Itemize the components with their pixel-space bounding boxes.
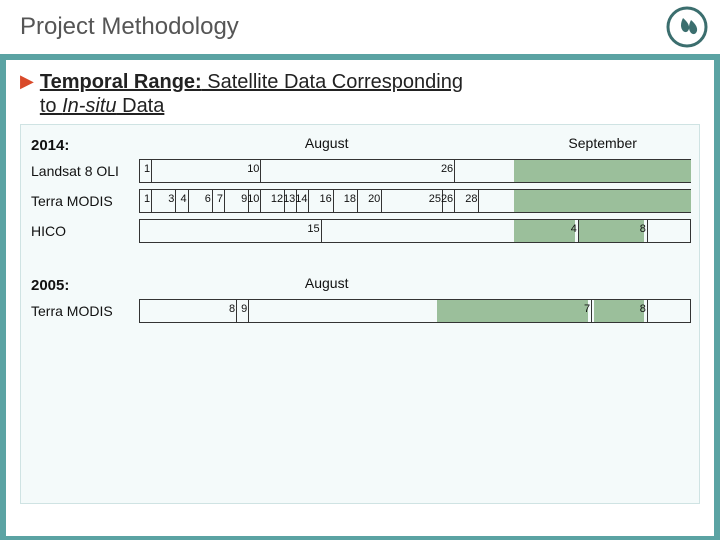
timeline-row: Landsat 8 OLI 1 10 26 [29, 157, 691, 185]
tick [212, 189, 213, 213]
track: 8978 [139, 297, 691, 325]
page-title: Project Methodology [20, 13, 239, 41]
header-bar: Project Methodology [0, 0, 720, 54]
tick-label: 9 [241, 303, 248, 315]
tick [647, 299, 648, 323]
tick [454, 189, 455, 213]
tick-label: 7 [217, 193, 224, 205]
tick-label: 28 [465, 193, 478, 205]
fill-region [437, 300, 588, 322]
row-label: Terra MODIS [29, 303, 139, 319]
tick-label: 15 [307, 223, 320, 235]
tick-label: 8 [229, 303, 236, 315]
tick [333, 189, 334, 213]
tick [308, 189, 309, 213]
row-label: Terra MODIS [29, 193, 139, 209]
tick-label: 8 [640, 223, 647, 235]
tick-label: 1 [144, 193, 151, 205]
content-panel: ▶ Temporal Range: Satellite Data Corresp… [6, 60, 714, 536]
month-label: August [305, 275, 349, 291]
tick-label: 4 [571, 223, 578, 235]
subtitle-rest2em: In-situ [62, 95, 116, 117]
logo-icon [666, 6, 708, 48]
tick-label: 26 [441, 163, 454, 175]
tick [478, 189, 479, 213]
subtitle-rest2a: to [40, 95, 62, 117]
section-2005: 2005:AugustTerra MODIS8978 [29, 275, 691, 325]
tick-label: 4 [180, 193, 187, 205]
tick [578, 219, 579, 243]
tick-label: 1 [144, 163, 151, 175]
tick-label: 8 [640, 303, 647, 315]
section-2014: 2014: August September Landsat 8 OLI 1 10 26 Te… [29, 135, 691, 245]
subtitle-text: Temporal Range: Satellite Data Correspon… [40, 70, 463, 118]
tick-label: 7 [584, 303, 591, 315]
subtitle-lead: Temporal Range: [40, 71, 202, 93]
tick [236, 299, 237, 323]
track: 1548 [139, 217, 691, 245]
tick-label: 26 [441, 193, 454, 205]
tick-label: 14 [295, 193, 308, 205]
fill-region [514, 220, 575, 242]
bullet-icon: ▶ [20, 70, 34, 92]
month-label: August [305, 135, 349, 151]
year-label: 2014: [29, 137, 139, 154]
month-label: September [568, 135, 636, 151]
tick-label: 10 [247, 163, 260, 175]
month-axis: August [139, 275, 691, 295]
tick [260, 159, 261, 183]
tick-label: 18 [344, 193, 357, 205]
subtitle-rest2b: Data [117, 95, 165, 117]
fill-region [578, 220, 644, 242]
fill-region [514, 190, 691, 212]
month-axis: August September [139, 135, 691, 155]
tick-label: 20 [368, 193, 381, 205]
tick [647, 219, 648, 243]
tick [591, 299, 592, 323]
tick [357, 189, 358, 213]
timeline-row: Terra MODIS8978 [29, 297, 691, 325]
timeline-row: Terra MODIS13467910121314161820252628 [29, 187, 691, 215]
tick [175, 189, 176, 213]
tick [381, 189, 382, 213]
tick [454, 159, 455, 183]
track: 1 10 26 [139, 157, 691, 185]
tick-label: 16 [320, 193, 333, 205]
tick [224, 189, 225, 213]
tick [248, 299, 249, 323]
fill-region [594, 300, 644, 322]
tick [260, 189, 261, 213]
year-label: 2005: [29, 277, 139, 294]
timeline-row: HICO1548 [29, 217, 691, 245]
tick [151, 159, 152, 183]
subtitle-row: ▶ Temporal Range: Satellite Data Corresp… [20, 70, 700, 118]
tick-label: 10 [247, 193, 260, 205]
subtitle-rest1: Satellite Data Corresponding [202, 71, 463, 93]
fill-region [514, 160, 691, 182]
row-label: Landsat 8 OLI [29, 163, 139, 179]
tick [321, 219, 322, 243]
tick-label: 3 [168, 193, 175, 205]
tick-label: 6 [205, 193, 212, 205]
tick [151, 189, 152, 213]
tick [188, 189, 189, 213]
track: 13467910121314161820252628 [139, 187, 691, 215]
timeline-chart: 2014: August September Landsat 8 OLI 1 10 26 Te… [20, 124, 700, 504]
row-label: HICO [29, 223, 139, 239]
